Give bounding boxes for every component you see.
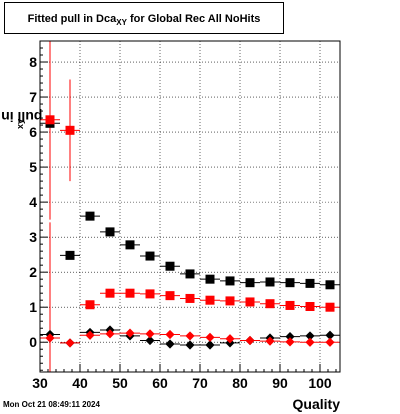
y-tick-label: 4 — [29, 194, 37, 210]
diamond-marker — [285, 337, 295, 347]
y-tick-label: 8 — [29, 54, 37, 70]
tick-labels: 30 40 50 60 70 80 90 100 0 1 2 3 4 5 6 7 8 — [29, 54, 332, 391]
x-tick-label: 100 — [308, 375, 332, 391]
x-tick-label: 80 — [232, 375, 248, 391]
square-marker — [185, 293, 195, 303]
x-axis-label: Quality — [292, 396, 340, 412]
diamond-marker — [165, 339, 175, 349]
diamond-marker — [325, 337, 335, 347]
square-marker — [125, 240, 135, 250]
square-marker — [225, 276, 235, 286]
axis-ticks — [39, 40, 337, 372]
y-tick-label: 3 — [29, 229, 37, 245]
square-marker — [105, 227, 115, 237]
y-tick-label: 1 — [29, 299, 37, 315]
square-marker — [185, 269, 195, 279]
chart-title-tail: for Global Rec All NoHits — [126, 13, 261, 25]
diamond-marker — [165, 329, 175, 340]
diamond-marker — [125, 328, 135, 338]
chart-title: Fitted pull in DcaXY for Global Rec All … — [5, 3, 283, 39]
y-axis-label-main: pull in Dca — [0, 109, 43, 126]
diamond-marker — [245, 335, 255, 346]
diamond-marker — [145, 329, 155, 339]
square-marker — [105, 288, 115, 298]
diamond-marker — [205, 332, 215, 342]
square-marker — [145, 289, 155, 299]
data-markers — [45, 115, 335, 350]
diamond-marker — [285, 332, 295, 342]
square-marker — [165, 291, 175, 301]
square-marker — [305, 278, 315, 288]
diamond-marker — [85, 330, 95, 340]
diamond-marker — [305, 337, 315, 347]
x-tick-label: 70 — [192, 375, 208, 391]
square-marker — [265, 277, 275, 287]
diamond-marker — [105, 329, 115, 339]
square-marker — [45, 115, 55, 125]
square-marker — [85, 211, 95, 221]
title-box: Fitted pull in DcaXY for Global Rec All … — [4, 2, 284, 34]
y-tick-label: 7 — [29, 89, 37, 105]
square-marker — [285, 278, 295, 288]
square-marker — [265, 299, 275, 309]
square-marker — [65, 125, 75, 135]
square-marker — [325, 280, 335, 290]
chart-title-subscript: XY — [116, 18, 127, 27]
diamond-marker — [205, 340, 215, 350]
square-marker — [145, 251, 155, 261]
square-marker — [85, 300, 95, 310]
x-tick-label: 40 — [72, 375, 88, 391]
diamond-marker — [45, 333, 55, 343]
x-tick-label: 50 — [112, 375, 128, 391]
square-marker — [245, 278, 255, 288]
x-tick-label: 90 — [272, 375, 288, 391]
plot-frame — [39, 40, 341, 373]
timestamp: Mon Oct 21 08:49:11 2024 — [3, 400, 100, 409]
y-tick-label: 0 — [29, 334, 37, 350]
diamond-marker — [225, 334, 235, 344]
diamond-marker — [305, 331, 315, 341]
square-marker — [325, 302, 335, 312]
square-marker — [205, 295, 215, 305]
square-marker — [125, 288, 135, 298]
diamond-marker — [185, 331, 195, 341]
y-tick-label: 6 — [29, 124, 37, 140]
square-marker — [225, 296, 235, 306]
square-marker — [245, 297, 255, 307]
diamond-marker — [65, 338, 75, 348]
square-marker — [165, 261, 175, 271]
square-marker — [205, 274, 215, 284]
diamond-marker — [325, 330, 335, 340]
diamond-marker — [185, 340, 195, 350]
square-marker — [305, 302, 315, 312]
chart-title-main: Fitted pull in Dca — [27, 13, 117, 25]
x-tick-label: 60 — [152, 375, 168, 391]
y-tick-label: 5 — [29, 159, 37, 175]
grid-lines — [39, 41, 340, 372]
square-marker — [65, 250, 75, 260]
diamond-marker — [265, 336, 275, 346]
x-tick-label: 30 — [32, 375, 48, 391]
error-bars — [40, 41, 340, 372]
square-marker — [285, 300, 295, 310]
y-tick-label: 2 — [29, 264, 37, 280]
diamond-marker — [145, 335, 155, 346]
